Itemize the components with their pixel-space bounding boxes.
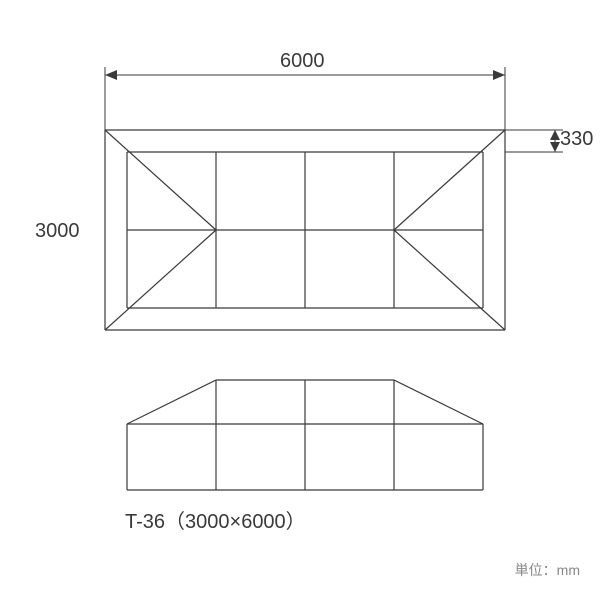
unit-label: 単位：mm <box>515 560 580 580</box>
width-dimension-label: 6000 <box>280 50 325 73</box>
height-dimension-label: 3000 <box>35 220 80 243</box>
offset-dimension-label: 330 <box>560 128 593 151</box>
model-title: T-36（3000×6000） <box>125 505 306 534</box>
